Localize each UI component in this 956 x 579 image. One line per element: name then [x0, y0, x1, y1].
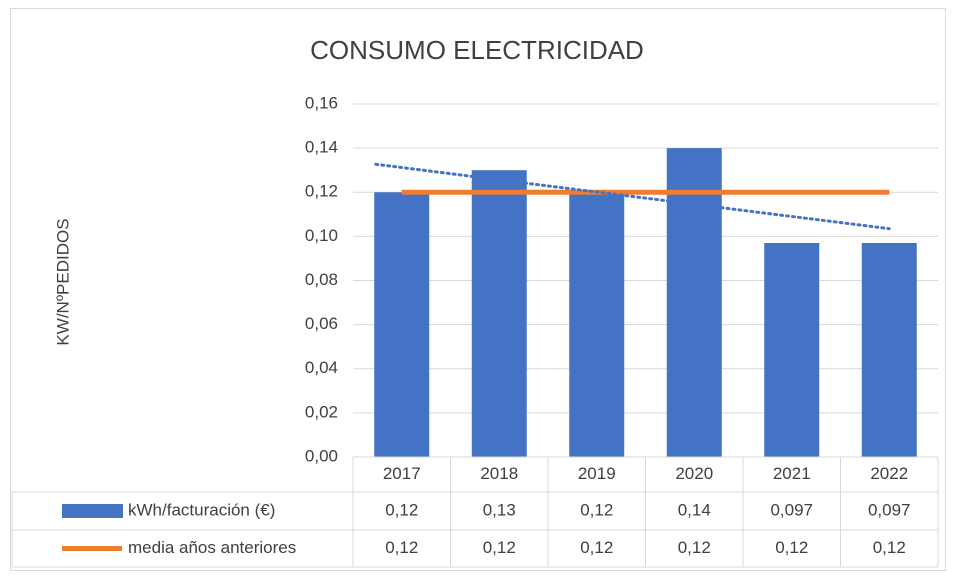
legend-label: kWh/facturación (€): [128, 500, 275, 519]
table-cell: 0,12: [483, 538, 516, 557]
y-tick-label: 0,00: [305, 446, 338, 465]
chart-title: CONSUMO ELECTRICIDAD: [310, 35, 644, 65]
x-tick-label: 2020: [675, 464, 713, 483]
table-cell: 0,12: [580, 500, 613, 519]
y-tick-label: 0,16: [305, 93, 338, 112]
bar: [764, 242, 820, 457]
table-cell: 0,097: [868, 500, 911, 519]
table-cell: 0,14: [678, 500, 711, 519]
bar: [569, 192, 625, 457]
table-cell: 0,12: [775, 538, 808, 557]
x-tick-label: 2018: [480, 464, 518, 483]
table-cell: 0,13: [483, 500, 516, 519]
table-cell: 0,12: [385, 500, 418, 519]
trendline: [374, 162, 891, 231]
table-cell: 0,12: [678, 538, 711, 557]
y-axis-label: KW/NºPEDIDOS: [53, 218, 72, 345]
legend-label: media años anteriores: [128, 538, 296, 557]
bar: [471, 170, 527, 457]
y-tick-label: 0,06: [305, 314, 338, 333]
table-cell: 0,097: [770, 500, 813, 519]
table-cell: 0,12: [385, 538, 418, 557]
y-tick-label: 0,10: [305, 226, 338, 245]
y-tick-label: 0,02: [305, 402, 338, 421]
x-tick-label: 2019: [578, 464, 616, 483]
y-tick-label: 0,04: [305, 358, 338, 377]
y-tick-label: 0,12: [305, 182, 338, 201]
legend-key: [62, 504, 123, 518]
bar: [666, 148, 722, 457]
y-tick-label: 0,08: [305, 270, 338, 289]
table-cell: 0,12: [580, 538, 613, 557]
x-tick-label: 2021: [773, 464, 811, 483]
x-tick-label: 2022: [870, 464, 908, 483]
x-tick-label: 2017: [383, 464, 421, 483]
table-cell: 0,12: [873, 538, 906, 557]
bar: [861, 242, 917, 457]
y-tick-label: 0,14: [305, 138, 338, 157]
bar: [374, 192, 430, 457]
